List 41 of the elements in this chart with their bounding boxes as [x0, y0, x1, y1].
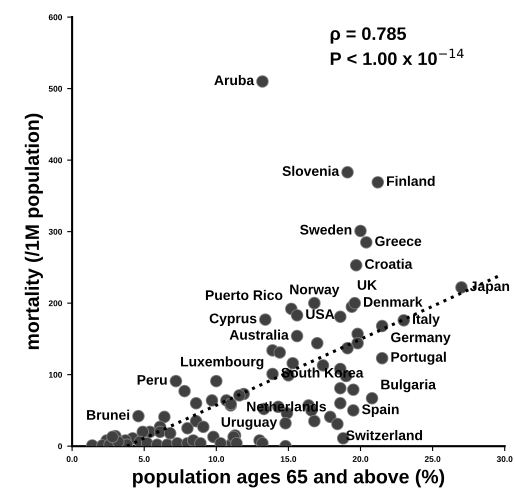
annotation: UK — [358, 280, 377, 290]
y-tick-label: 200 — [48, 300, 62, 306]
annotation: Finland — [387, 176, 435, 186]
annotation: Luxembourg — [181, 356, 264, 370]
y-tick-label: 400 — [48, 157, 62, 164]
y-tick-label: 300 — [48, 228, 62, 235]
x-tick-label: 10.0 — [208, 456, 224, 462]
annotation: P < 1.00 x 10$^{−14}$ — [330, 48, 464, 66]
y-tick-label: 600 — [48, 14, 62, 20]
y-tick-label: 500 — [48, 86, 62, 92]
x-tick-label: 0.0 — [66, 456, 78, 462]
y-tick-label: 0 — [58, 443, 62, 450]
annotation: Norway — [290, 284, 340, 298]
x-tick-label: 5.0 — [138, 456, 150, 462]
annotation: Croatia — [365, 258, 412, 269]
annotation: Denmark — [364, 296, 423, 307]
annotation: Peru — [138, 375, 167, 385]
x-axis-title: population ages 65 and above (%) — [133, 469, 444, 488]
y-axis-title: mortality (/1M population) — [24, 114, 43, 350]
annotation: Greece — [375, 236, 422, 246]
x-tick-label: 20.0 — [352, 456, 368, 462]
annotation: Uruguay — [222, 417, 278, 430]
y-tick-label: 100 — [49, 372, 62, 378]
x-tick-label: 25.0 — [424, 456, 440, 462]
annotation: Japan — [470, 281, 510, 294]
x-tick-label: 30.0 — [496, 456, 512, 462]
annotation: Bulgaria — [381, 379, 436, 392]
annotation: Sweden — [300, 224, 352, 235]
annotation: Portugal — [391, 352, 446, 365]
annotation: Puerto Rico — [206, 290, 282, 300]
annotation: ρ = 0.785 — [330, 27, 406, 44]
annotation: USA — [306, 309, 334, 320]
annotation: Brunei — [87, 410, 130, 420]
annotation: Australia — [230, 330, 289, 340]
x-tick-label: 15.0 — [280, 456, 296, 462]
annotation: Spain — [362, 404, 399, 417]
annotation: Aruba — [214, 74, 254, 86]
annotation: Italy — [413, 314, 440, 327]
annotation: Germany — [391, 332, 451, 345]
annotation: Slovenia — [282, 166, 340, 176]
annotation: Cyprus — [210, 313, 256, 326]
